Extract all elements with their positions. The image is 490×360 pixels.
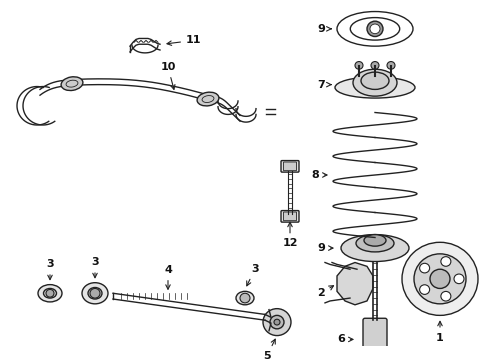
Text: 2: 2 (317, 286, 334, 298)
Circle shape (419, 285, 430, 294)
Text: 3: 3 (91, 257, 99, 278)
Circle shape (355, 62, 363, 69)
Circle shape (454, 274, 464, 284)
Text: 3: 3 (46, 259, 54, 280)
Ellipse shape (44, 288, 56, 298)
Circle shape (387, 62, 395, 69)
Ellipse shape (88, 288, 102, 299)
Ellipse shape (335, 77, 415, 98)
Ellipse shape (356, 235, 394, 252)
Circle shape (370, 24, 380, 33)
Circle shape (441, 291, 451, 301)
Ellipse shape (61, 77, 83, 90)
Text: 8: 8 (311, 170, 327, 180)
Circle shape (430, 269, 450, 288)
Ellipse shape (361, 72, 389, 89)
Ellipse shape (82, 283, 108, 304)
Ellipse shape (38, 285, 62, 302)
Circle shape (402, 242, 478, 315)
Text: 9: 9 (317, 24, 331, 34)
Text: 5: 5 (263, 339, 275, 360)
Circle shape (441, 257, 451, 266)
Text: 7: 7 (317, 80, 331, 90)
Ellipse shape (341, 235, 409, 261)
Text: 9: 9 (317, 243, 333, 253)
FancyBboxPatch shape (363, 318, 387, 360)
Circle shape (263, 309, 291, 336)
Circle shape (90, 288, 100, 298)
Text: 12: 12 (282, 222, 298, 248)
Text: 3: 3 (247, 264, 259, 286)
Circle shape (46, 289, 54, 297)
Text: 11: 11 (167, 35, 201, 45)
Circle shape (419, 263, 430, 273)
Ellipse shape (364, 235, 386, 246)
FancyBboxPatch shape (281, 161, 299, 172)
Circle shape (371, 62, 379, 69)
Text: 4: 4 (164, 265, 172, 289)
Circle shape (240, 293, 250, 303)
Circle shape (274, 319, 280, 325)
FancyBboxPatch shape (281, 211, 299, 222)
Polygon shape (337, 262, 373, 305)
Circle shape (367, 21, 383, 36)
Text: 1: 1 (436, 321, 444, 343)
Ellipse shape (197, 92, 219, 106)
Ellipse shape (353, 69, 397, 96)
FancyBboxPatch shape (284, 212, 296, 221)
Circle shape (414, 254, 466, 304)
Text: 6: 6 (337, 334, 353, 345)
Text: 10: 10 (160, 62, 176, 89)
Ellipse shape (236, 291, 254, 305)
FancyBboxPatch shape (284, 162, 296, 171)
Circle shape (270, 315, 284, 329)
